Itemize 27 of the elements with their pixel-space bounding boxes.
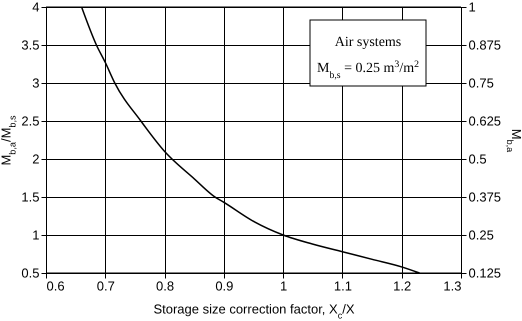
y-tick-label: 0.5 [21,266,40,280]
x-tick-label: 1.2 [393,278,412,294]
y2-tick-label: 0.125 [468,266,502,280]
y-tick-label: 1 [32,228,40,242]
y-tick-label: 4 [32,0,40,14]
y2-tick-label: 0.625 [468,114,502,128]
x-tick-label: 0.9 [215,278,234,294]
y2-tick-label: 0.375 [468,190,502,204]
x-tick-label: 1.1 [334,278,352,294]
y2-tick-label: 0.75 [468,76,494,90]
y-tick-label: 3 [32,76,40,90]
y2-tick-label: 0.875 [468,38,502,52]
y2-tick-label: 1 [468,0,476,14]
annotation: M$_{b,s}$ = 0.25 m$^{3}$/m$^{2}$ [316,58,420,80]
y-tick-label: 3.5 [21,38,40,52]
y2-tick-label: 0.25 [468,228,494,242]
y-tick-label: 2 [32,152,40,166]
y-tick-label: 1.5 [21,190,40,204]
x-tick-label: 1 [280,278,288,294]
x-tick-label: 0.7 [96,278,115,294]
x-axis-title: Storage size correction factor, X$_{c}$/X [153,302,355,320]
y-tick-label: 2.5 [21,114,40,128]
x-tick-label: 1.3 [443,278,462,294]
x-tick-label: 0.6 [46,278,65,294]
y2-tick-label: 0.5 [468,152,487,166]
x-tick-label: 0.8 [156,278,174,294]
annotation: Air systems [334,35,402,50]
